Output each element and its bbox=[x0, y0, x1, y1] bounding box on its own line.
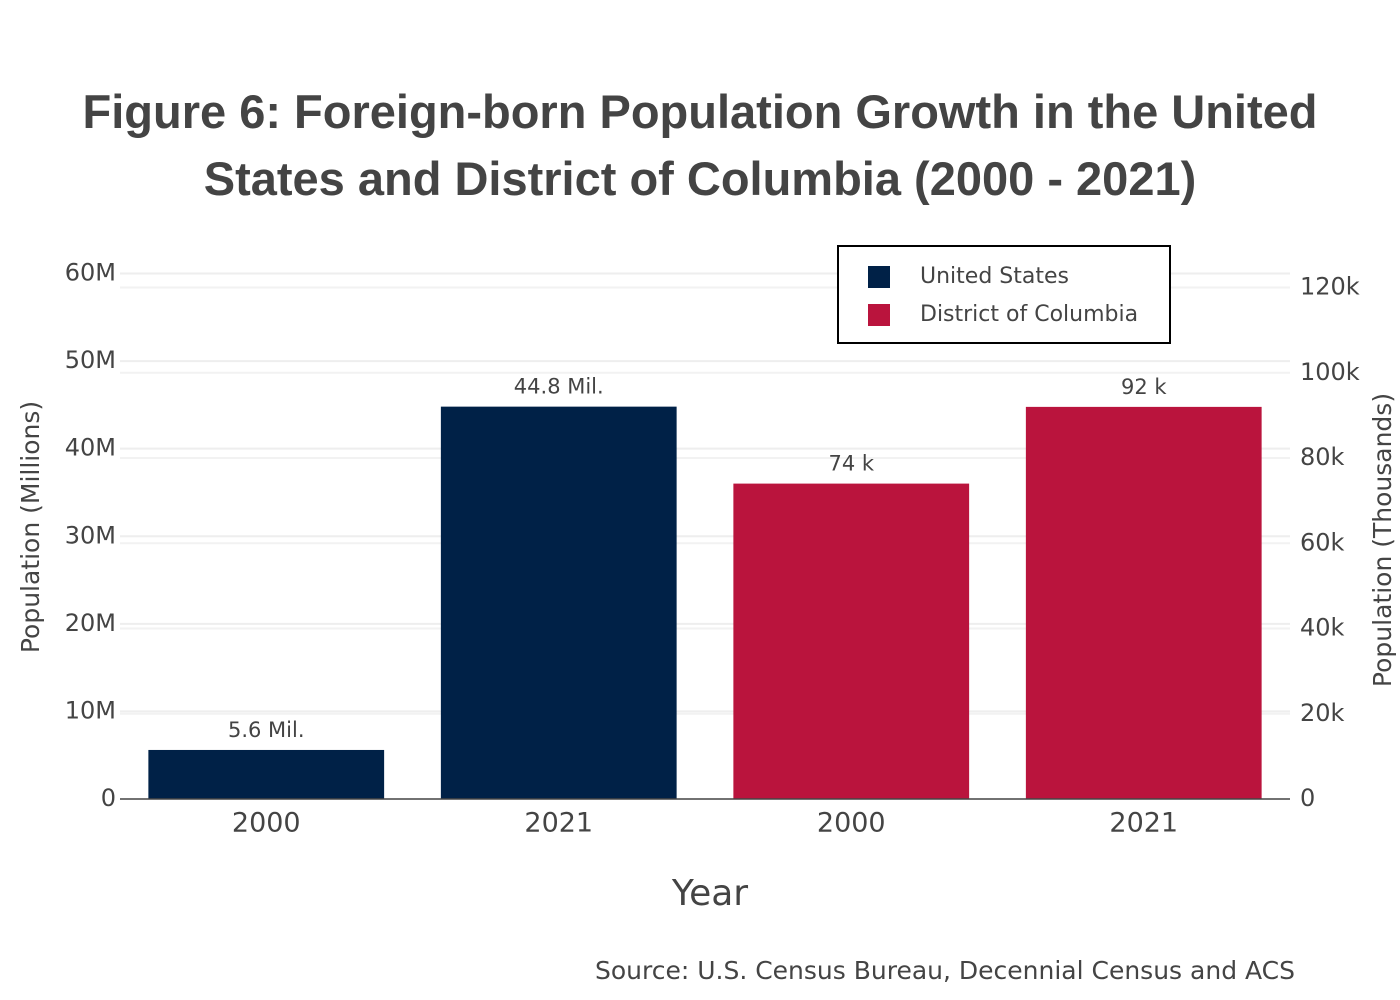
y-tick-label: 50M bbox=[65, 346, 116, 374]
bar bbox=[733, 483, 970, 799]
y-axis-title: Population (Millions) bbox=[16, 401, 45, 653]
y-tick-label: 0 bbox=[101, 784, 116, 812]
legend-swatch bbox=[868, 266, 890, 288]
y-tick-label: 40M bbox=[65, 434, 116, 462]
legend-label: United States bbox=[920, 264, 1069, 289]
x-tick-label: 2021 bbox=[524, 808, 593, 839]
data-label: 92 k bbox=[1121, 375, 1167, 399]
y-tick-label: 20M bbox=[65, 609, 116, 637]
y2-tick-label: 100k bbox=[1300, 358, 1360, 386]
chart-title: Figure 6: Foreign-born Population Growth… bbox=[82, 85, 1318, 205]
legend-swatch bbox=[868, 304, 890, 326]
x-tick-label: 2000 bbox=[232, 808, 301, 839]
data-label: 5.6 Mil. bbox=[228, 718, 305, 742]
y2-axis-title: Population (Thousands) bbox=[1368, 393, 1397, 687]
data-label: 74 k bbox=[828, 452, 874, 476]
x-tick-label: 2000 bbox=[817, 808, 886, 839]
y2-tick-label: 20k bbox=[1300, 699, 1345, 727]
bar bbox=[148, 749, 385, 799]
source-note: Source: U.S. Census Bureau, Decennial Ce… bbox=[595, 956, 1295, 985]
y2-tick-label: 80k bbox=[1300, 443, 1345, 471]
data-label: 44.8 Mil. bbox=[514, 375, 604, 399]
x-axis-title: Year bbox=[671, 873, 748, 914]
y2-tick-label: 0 bbox=[1300, 784, 1315, 812]
bar bbox=[1025, 406, 1262, 799]
y-tick-label: 60M bbox=[65, 259, 116, 287]
y2-tick-label: 60k bbox=[1300, 528, 1345, 556]
y2-tick-label: 120k bbox=[1300, 273, 1360, 301]
legend-label: District of Columbia bbox=[920, 302, 1138, 327]
bar bbox=[440, 406, 677, 799]
y-tick-label: 30M bbox=[65, 521, 116, 549]
x-tick-label: 2021 bbox=[1109, 808, 1178, 839]
y-tick-label: 10M bbox=[65, 696, 116, 724]
y2-tick-label: 40k bbox=[1300, 614, 1345, 642]
legend-box bbox=[837, 245, 1171, 344]
